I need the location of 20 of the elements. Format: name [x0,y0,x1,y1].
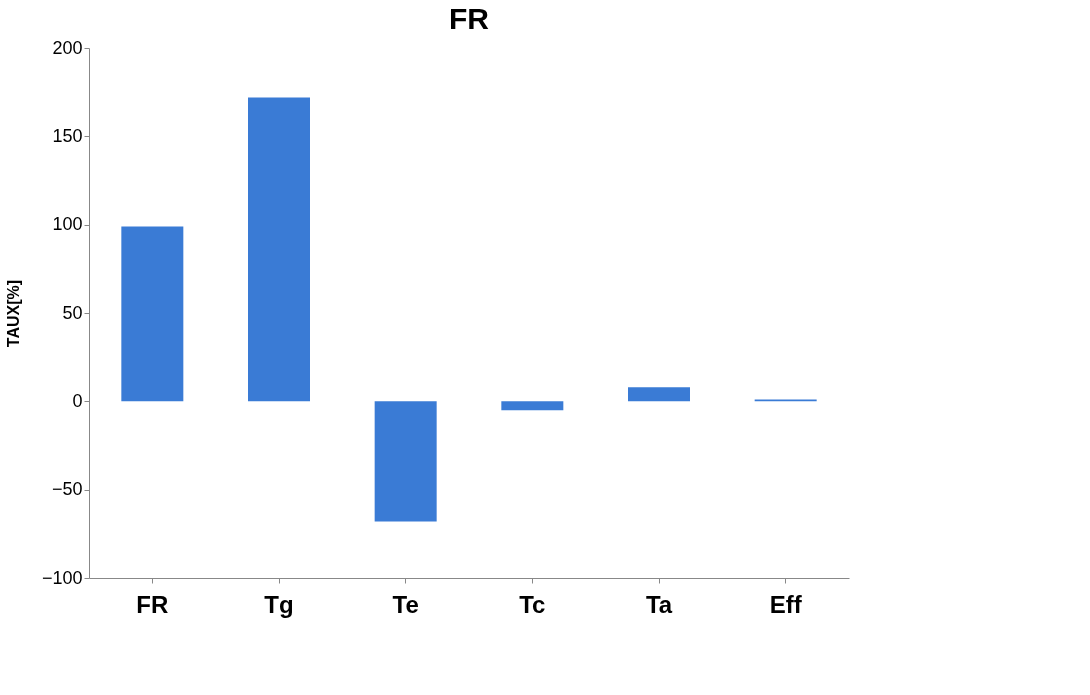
x-tick-label: Tg [264,590,294,618]
y-tick-label: 150 [52,125,83,146]
chart-title: FR [449,2,490,35]
bar [374,401,437,522]
x-tick-label: Ta [645,590,673,618]
y-tick-label: 0 [72,390,83,411]
x-tick-label: Te [392,590,419,618]
bar [501,401,564,411]
bar [121,226,184,402]
y-tick-label: −100 [41,567,83,588]
x-tick-label: FR [136,590,169,618]
bar [628,387,690,402]
y-tick-label: 50 [62,302,83,323]
y-tick-label: 100 [52,214,83,235]
x-tick-label: Eff [769,590,803,618]
x-tick-label: Tc [519,590,546,618]
y-tick-label: 200 [52,37,83,58]
y-axis-title: TAUX[%] [4,279,22,348]
y-tick-label: −50 [51,479,83,500]
bar [248,97,310,402]
